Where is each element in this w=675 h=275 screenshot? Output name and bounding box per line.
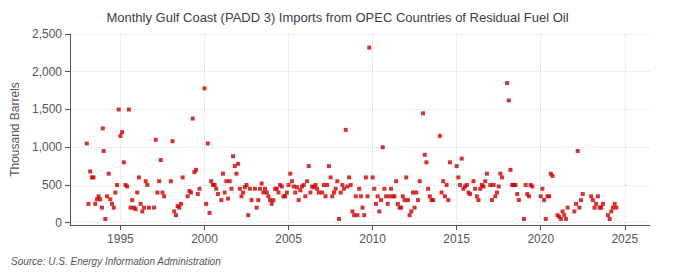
- svg-text:Thousand Barrels: Thousand Barrels: [8, 82, 22, 177]
- svg-text:1,500: 1,500: [32, 102, 62, 116]
- svg-text:2010: 2010: [359, 232, 386, 246]
- svg-text:2015: 2015: [443, 232, 470, 246]
- svg-text:2,500: 2,500: [32, 27, 62, 41]
- svg-text:1995: 1995: [107, 232, 134, 246]
- svg-text:2,000: 2,000: [32, 65, 62, 79]
- svg-text:500: 500: [42, 178, 62, 192]
- svg-text:2005: 2005: [275, 232, 302, 246]
- svg-text:2000: 2000: [191, 232, 218, 246]
- svg-text:0: 0: [55, 216, 62, 230]
- svg-text:Monthly Gulf Coast (PADD 3) Im: Monthly Gulf Coast (PADD 3) Imports from…: [106, 10, 568, 25]
- svg-text:Source: U.S. Energy Informatio: Source: U.S. Energy Information Administ…: [11, 256, 221, 267]
- svg-text:2025: 2025: [611, 232, 638, 246]
- svg-text:2020: 2020: [527, 232, 554, 246]
- svg-text:1,000: 1,000: [32, 140, 62, 154]
